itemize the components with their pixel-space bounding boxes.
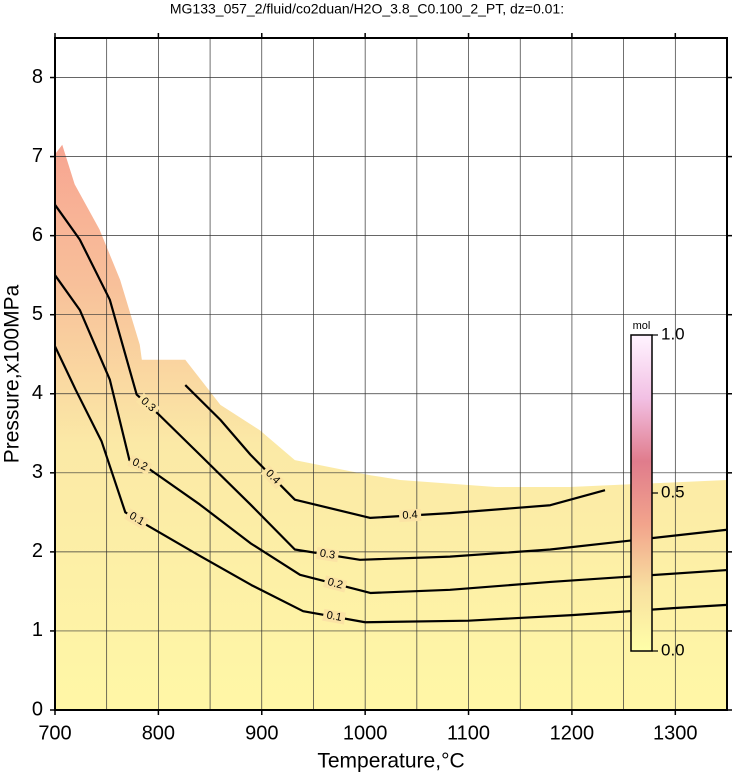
contour-line	[54, 345, 728, 624]
x-tick-label: 1200	[550, 722, 595, 744]
contour-label-bg	[124, 508, 150, 530]
x-tick-label: 700	[38, 722, 71, 744]
x-tick-label: 800	[142, 722, 175, 744]
y-tick-label: 3	[32, 461, 43, 483]
chart-title: MG133_057_2/fluid/co2duan/H2O_3.8_C0.100…	[170, 1, 564, 17]
contour-label-bg	[398, 508, 422, 523]
y-tick-label: 1	[32, 619, 43, 641]
contour-label: 0.1	[326, 609, 343, 624]
colorbar	[630, 334, 653, 652]
x-tick-label: 1300	[653, 722, 698, 744]
plot: 0.10.10.20.20.30.30.40.4	[54, 38, 728, 710]
colorbar-tick-label: 1.0	[661, 324, 685, 343]
y-axis-label: Pressure,x100MPa	[1, 284, 24, 463]
contour-line	[184, 384, 606, 519]
contour-label: 0.2	[326, 576, 344, 591]
contour-label: 0.3	[319, 547, 336, 561]
x-tick-label: 1100	[447, 722, 490, 744]
x-tick-label: 900	[245, 722, 278, 744]
colorbar-tick-label: 0.5	[661, 482, 685, 501]
y-tick-label: 4	[32, 382, 43, 404]
contour-label-bg	[323, 575, 348, 593]
contour-label-bg	[322, 608, 347, 625]
y-tick-label: 8	[32, 66, 43, 88]
colorbar-label: mol	[633, 320, 651, 332]
x-axis-label: Temperature,°C	[317, 750, 464, 773]
contour-label: 0.2	[130, 456, 149, 473]
contour-label-bg	[315, 547, 340, 563]
y-tick-label: 7	[32, 145, 43, 167]
contour-label-bg	[127, 454, 153, 475]
contour-label: 0.4	[402, 509, 418, 522]
y-tick-label: 5	[32, 303, 43, 325]
y-tick-label: 2	[32, 540, 43, 562]
y-tick-label: 0	[32, 698, 43, 720]
colorbar-tick-label: 0.0	[661, 640, 685, 659]
contour-label-bg	[135, 393, 161, 417]
contour-line	[54, 274, 728, 595]
plot-frame	[54, 37, 728, 711]
contour-line	[54, 204, 728, 561]
contour-label-bg	[260, 465, 285, 490]
x-tick-label: 1000	[343, 722, 388, 744]
y-tick-label: 6	[32, 224, 43, 246]
